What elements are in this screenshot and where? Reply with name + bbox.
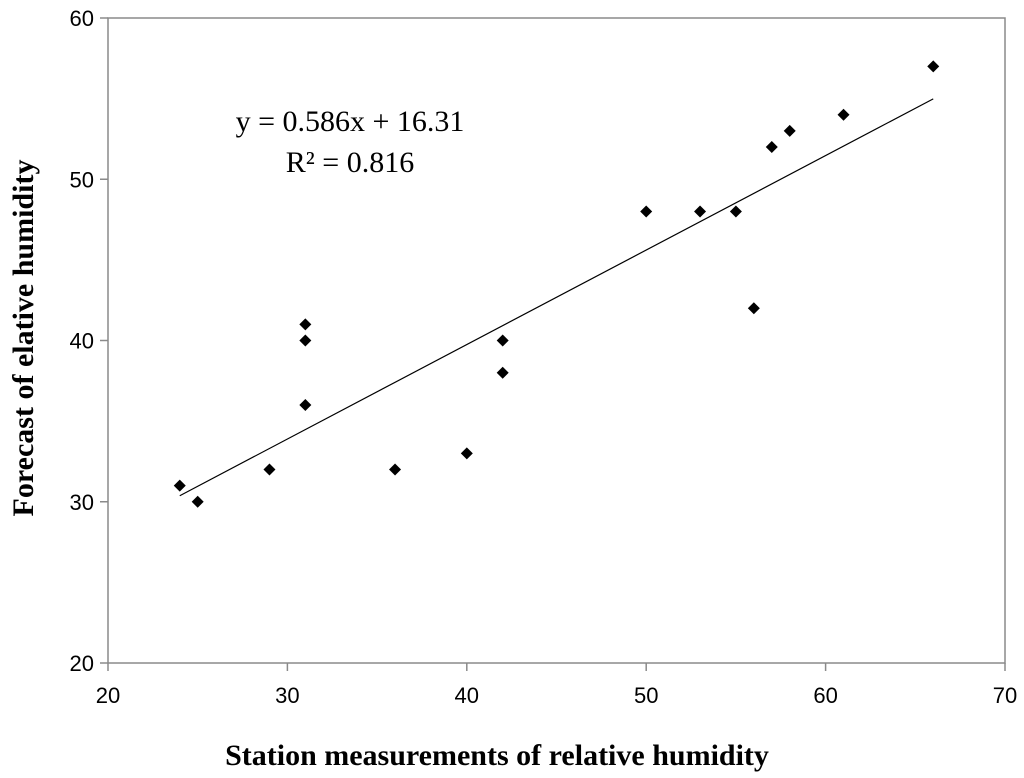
trendline-equation: y = 0.586x + 16.31 <box>236 105 465 138</box>
data-point <box>837 108 850 121</box>
y-tick-label: 40 <box>70 329 94 354</box>
data-point <box>191 495 204 508</box>
data-point <box>299 334 312 347</box>
x-tick-label: 20 <box>96 683 120 708</box>
data-point <box>765 141 778 153</box>
data-point <box>783 124 796 137</box>
data-point <box>389 463 402 476</box>
x-tick-label: 40 <box>455 683 479 708</box>
y-tick-label: 60 <box>70 6 94 31</box>
data-point <box>460 447 473 460</box>
y-axis-ticks: 20 30 40 50 60 <box>70 6 108 676</box>
data-point <box>729 205 742 218</box>
x-tick-label: 60 <box>813 683 837 708</box>
x-tick-label: 30 <box>275 683 299 708</box>
x-tick-label: 70 <box>993 683 1017 708</box>
trendline <box>179 98 934 497</box>
y-axis-title: Forecast of elative humidity <box>7 160 40 517</box>
y-tick-label: 50 <box>70 167 94 192</box>
y-tick-label: 20 <box>70 651 94 676</box>
data-point <box>173 479 186 492</box>
data-point <box>747 302 760 315</box>
data-point <box>263 463 276 476</box>
data-point <box>299 318 312 331</box>
data-point <box>299 399 312 411</box>
data-point <box>496 366 509 379</box>
x-axis-title: Station measurements of relative humidit… <box>225 739 769 772</box>
r-squared-label: R² = 0.816 <box>286 146 414 179</box>
data-point <box>640 205 653 218</box>
data-point <box>694 205 707 218</box>
data-point <box>927 60 940 73</box>
data-point <box>496 334 509 347</box>
y-tick-label: 30 <box>70 490 94 515</box>
trendline-group <box>179 98 934 497</box>
x-tick-label: 50 <box>634 683 658 708</box>
data-points <box>173 60 940 508</box>
x-axis-ticks: 20 30 40 50 60 70 <box>96 663 1017 708</box>
